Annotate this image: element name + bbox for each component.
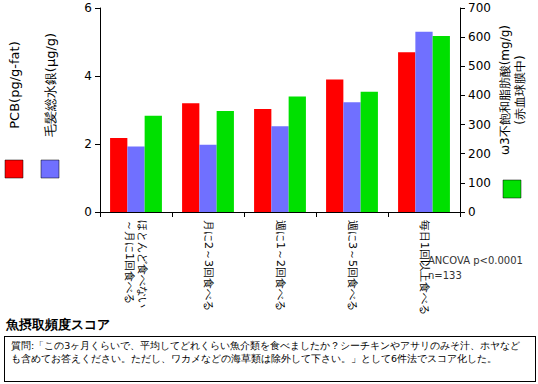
svg-text:300: 300: [468, 118, 491, 132]
svg-text:100: 100: [468, 176, 491, 190]
svg-text:6: 6: [84, 1, 92, 15]
svg-text:200: 200: [468, 147, 491, 161]
svg-text:n=133: n=133: [428, 270, 462, 281]
svg-text:400: 400: [468, 88, 491, 102]
svg-text:700: 700: [468, 1, 491, 15]
svg-text:600: 600: [468, 30, 491, 44]
svg-text:500: 500: [468, 59, 491, 73]
svg-text:～月に1回食べる: ～月に1回食べる: [123, 220, 136, 304]
svg-text:ω3不飽和脂肪酸(mg/g): ω3不飽和脂肪酸(mg/g): [498, 25, 512, 155]
svg-text:ほとんど食べない: ほとんど食べない: [136, 220, 149, 308]
svg-text:0: 0: [468, 205, 476, 219]
svg-text:(赤血球膜中): (赤血球膜中): [513, 55, 527, 124]
svg-text:0: 0: [84, 205, 92, 219]
svg-text:週に3～5回食べる: 週に3～5回食べる: [346, 220, 359, 311]
svg-text:週に1～2回食べる: 週に1～2回食べる: [274, 220, 287, 311]
svg-text:PCB(pg/g-fat): PCB(pg/g-fat): [7, 41, 22, 128]
html-text:質問:「この3ヶ月くらいで、平均してどれくらい魚介類を食べま: 質問:「この3ヶ月くらいで、平均してどれくらい魚介類を食べましたか？シーチキンや…: [11, 340, 521, 364]
svg-text:月に2～3回食べる: 月に2～3回食べる: [202, 220, 215, 311]
svg-text:毎日1回以上食べる: 毎日1回以上食べる: [418, 220, 431, 315]
svg-text:ANCOVA p<0.0001: ANCOVA p<0.0001: [428, 255, 523, 266]
svg-text:毛髪総水銀(μg/g): 毛髪総水銀(μg/g): [43, 33, 58, 137]
html-text:魚摂取頻度スコア: 魚摂取頻度スコア: [6, 317, 110, 332]
svg-text:2: 2: [84, 137, 92, 151]
svg-text:4: 4: [84, 69, 92, 83]
